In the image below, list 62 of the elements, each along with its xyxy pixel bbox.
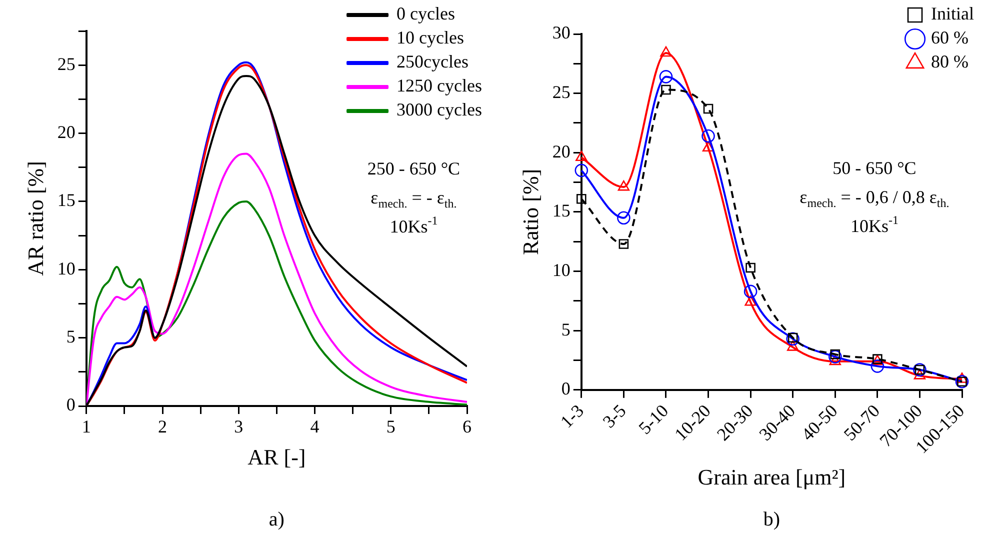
y-tick-label: 25 — [552, 82, 570, 102]
point — [744, 284, 758, 298]
x-tick-label: 3-5 — [598, 400, 630, 432]
y-tick-label: 20 — [552, 141, 570, 162]
point — [787, 340, 799, 351]
point — [576, 150, 588, 162]
y-tick-label: 5 — [561, 319, 570, 340]
y-tick-label: 5 — [66, 326, 76, 347]
y-tick-label: 0 — [561, 378, 570, 399]
point — [914, 369, 926, 380]
x-tick-label: 1-3 — [556, 400, 588, 432]
point — [744, 295, 756, 306]
point — [702, 141, 714, 152]
point — [788, 332, 798, 343]
text: b) — [763, 508, 780, 530]
x-tick-label: 5-10 — [634, 400, 672, 438]
text: a) — [268, 508, 284, 530]
point — [660, 46, 672, 57]
point — [576, 194, 586, 204]
y-tick-label: 25 — [57, 54, 76, 74]
point — [703, 104, 714, 114]
legend-label: 60 % — [931, 28, 969, 48]
x-tick-label: 4 — [310, 416, 320, 437]
y-tick-label: 20 — [57, 122, 76, 142]
x-axis-title: AR [-] — [248, 444, 306, 470]
point — [659, 70, 673, 84]
x-axis-title: Grain area [μm²] — [698, 464, 846, 490]
point — [618, 180, 630, 191]
point — [746, 262, 756, 273]
y-tick-label: 0 — [66, 394, 76, 415]
legend-label: Initial — [931, 4, 974, 24]
x-tick-label: 6 — [462, 416, 472, 437]
y-tick-label: 15 — [57, 190, 76, 210]
y-tick-label: 30 — [552, 22, 570, 43]
legend-label: 0 cycles — [396, 4, 456, 24]
x-tick-label: 3 — [234, 416, 244, 437]
y-tick-label: 10 — [552, 260, 570, 280]
point — [830, 349, 840, 360]
y-tick-label: 15 — [552, 200, 570, 221]
legend-label: 3000 cycles — [396, 100, 482, 120]
point — [702, 129, 715, 143]
point — [786, 332, 800, 346]
annotation: 250 - 650 °C — [367, 158, 460, 178]
annotation: 50 - 650 °C — [832, 158, 916, 178]
legend-label: 80 % — [931, 52, 969, 72]
legend-label: 10 cycles — [396, 28, 464, 48]
x-tick-label: 2 — [158, 416, 168, 437]
point — [617, 211, 630, 225]
point — [574, 164, 588, 178]
point — [661, 84, 671, 95]
y-tick-label: 10 — [57, 258, 76, 278]
y-axis-title: AR ratio [%] — [22, 161, 48, 276]
point — [870, 360, 884, 373]
x-tick-label: 1 — [82, 416, 91, 437]
point — [828, 350, 842, 364]
x-tick-label: 5 — [386, 416, 396, 437]
point — [618, 239, 629, 249]
point — [829, 354, 841, 366]
point — [956, 372, 968, 383]
legend-label: 250cycles — [396, 52, 469, 72]
y-axis-title: Ratio [%] — [518, 168, 543, 256]
legend-label: 1250 cycles — [396, 76, 482, 96]
